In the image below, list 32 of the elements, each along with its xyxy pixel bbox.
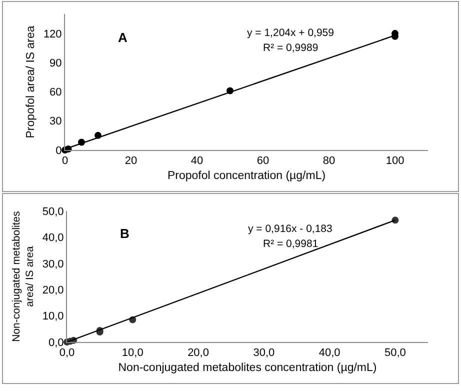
y-tick-label: 120: [43, 28, 62, 40]
y-tick-label: 60: [50, 86, 62, 99]
x-axis-title: Propofol concentration (µg/mL): [167, 170, 326, 182]
annotation: B: [120, 226, 130, 241]
y-axis-title: Propofol area/ IS area: [24, 25, 37, 138]
y-tick-label: 90: [50, 57, 62, 70]
x-tick-label: 0,0: [59, 347, 75, 360]
y-tick-label: 40,0: [42, 232, 64, 244]
x-tick-label: 100: [386, 155, 404, 168]
x-tick-label: 40,0: [318, 347, 340, 360]
x-tick-label: 10,0: [122, 347, 144, 360]
x-tick-label: 30,0: [253, 347, 275, 360]
y-tick-label: 0: [56, 144, 62, 157]
x-tick-label: 20,0: [188, 347, 209, 360]
annotation: R² = 0,9989: [263, 42, 318, 54]
x-tick-label: 20: [124, 155, 138, 168]
annotation: y = 0,916x - 0,183: [248, 223, 333, 235]
y-tick-label: 30: [50, 116, 62, 128]
annotation: R² = 0,9981: [263, 238, 318, 250]
y-tick-label: 0,0: [48, 336, 64, 349]
y-tick-label: 50,0: [42, 206, 64, 218]
x-tick-label: 60: [256, 155, 270, 168]
y-tick-label: 10,0: [42, 310, 64, 323]
annotation: y = 1,204x + 0,959: [247, 27, 334, 39]
y-axis-title: Non-conjugated metabolites area/ IS area: [10, 211, 36, 342]
x-tick-label: 80: [322, 155, 336, 168]
x-axis-title: Non-conjugated metabolites concentration (µg/mL): [118, 362, 377, 374]
x-tick-label: 40: [190, 155, 204, 168]
x-tick-label: 50,0: [384, 347, 406, 360]
y-tick-label: 20,0: [42, 284, 64, 296]
annotation: A: [118, 30, 128, 45]
y-tick-label: 30,0: [42, 258, 64, 270]
